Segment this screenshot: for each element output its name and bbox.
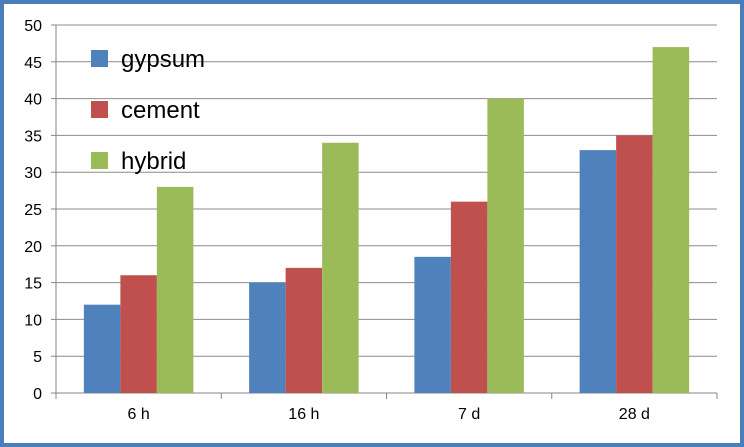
- x-tick-label: 6 h: [128, 406, 150, 423]
- bar-hybrid-7d: [487, 98, 524, 393]
- y-tick-label: 45: [24, 55, 42, 72]
- x-tick-label: 7 d: [458, 406, 480, 423]
- y-tick-label: 5: [33, 349, 42, 366]
- x-tick-label: 16 h: [288, 406, 319, 423]
- y-tick-label: 20: [24, 239, 42, 256]
- legend-swatch-cement: [91, 101, 108, 118]
- legend-swatch-gypsum: [91, 50, 108, 67]
- bar-gypsum-7d: [414, 256, 451, 393]
- legend-label-cement: cement: [121, 97, 200, 124]
- bar-cement-28d: [616, 135, 653, 393]
- y-tick-label: 15: [24, 276, 42, 293]
- legend-label-hybrid: hybrid: [121, 148, 186, 175]
- y-tick-label: 35: [24, 128, 42, 145]
- y-tick-label: 50: [24, 18, 42, 35]
- y-tick-label: 40: [24, 92, 42, 109]
- legend-swatch-hybrid: [91, 152, 108, 169]
- x-tick-label: 28 d: [619, 406, 650, 423]
- bar-gypsum-28d: [579, 150, 617, 393]
- bar-gypsum-6h: [83, 304, 121, 393]
- y-tick-label: 30: [24, 165, 42, 182]
- bar-hybrid-6h: [156, 186, 194, 393]
- bar-cement-16h: [285, 267, 323, 393]
- bar-gypsum-16h: [249, 282, 286, 393]
- bar-hybrid-16h: [322, 142, 359, 393]
- bar-hybrid-28d: [652, 47, 690, 393]
- bar-cement-7d: [450, 201, 488, 393]
- y-tick-label: 10: [24, 312, 42, 329]
- bar-cement-6h: [120, 275, 157, 393]
- y-tick-label: 0: [33, 386, 42, 403]
- legend-label-gypsum: gypsum: [121, 46, 205, 73]
- y-tick-label: 25: [24, 202, 42, 219]
